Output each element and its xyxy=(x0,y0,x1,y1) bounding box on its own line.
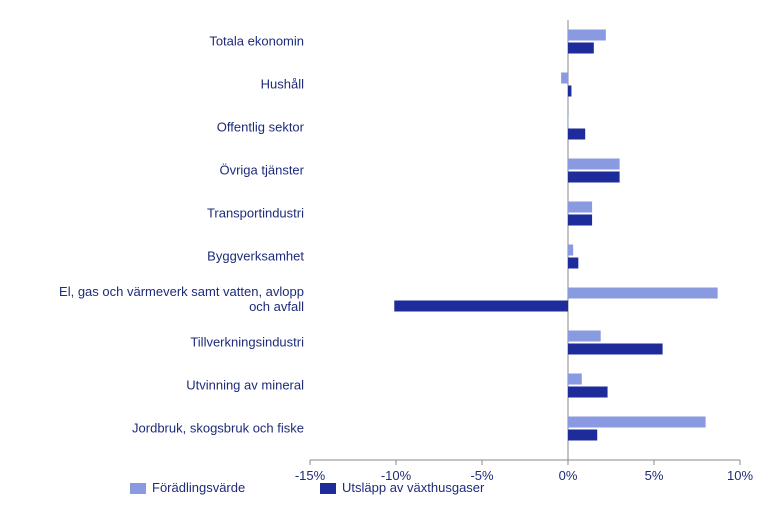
category-label: Jordbruk, skogsbruk och fiske xyxy=(132,421,304,436)
bar-utslapp xyxy=(568,344,663,355)
category-label: El, gas och värmeverk samt vatten, avlop… xyxy=(59,284,304,299)
x-tick-label: 0% xyxy=(559,468,578,483)
bar-foradlingsvarde xyxy=(568,331,601,342)
bar-utslapp xyxy=(394,301,568,312)
bar-utslapp xyxy=(568,258,578,269)
x-tick-label: 10% xyxy=(727,468,753,483)
bar-utslapp xyxy=(568,172,620,183)
category-label: Transportindustri xyxy=(207,206,304,221)
bar-foradlingsvarde xyxy=(568,116,569,127)
category-label: Övriga tjänster xyxy=(219,163,304,178)
category-label: Utvinning av mineral xyxy=(186,378,304,393)
bar-foradlingsvarde xyxy=(568,159,620,170)
bar-utslapp xyxy=(568,43,594,54)
x-tick-label: -15% xyxy=(295,468,326,483)
category-label: och avfall xyxy=(249,299,304,314)
bar-utslapp xyxy=(568,129,585,140)
bar-foradlingsvarde xyxy=(568,245,573,256)
legend-swatch xyxy=(130,483,146,494)
bar-foradlingsvarde xyxy=(568,202,592,213)
legend-swatch xyxy=(320,483,336,494)
bar-foradlingsvarde xyxy=(561,73,568,84)
category-label: Byggverksamhet xyxy=(207,249,304,264)
bar-utslapp xyxy=(568,215,592,226)
bar-utslapp xyxy=(568,387,608,398)
bar-foradlingsvarde xyxy=(568,374,582,385)
legend-label: Utsläpp av växthusgaser xyxy=(342,480,485,495)
bar-foradlingsvarde xyxy=(568,417,706,428)
category-label: Totala ekonomin xyxy=(209,34,304,49)
bar-foradlingsvarde xyxy=(568,288,718,299)
bar-utslapp xyxy=(568,430,597,441)
bar-chart: -15%-10%-5%0%5%10%Totala ekonominHushåll… xyxy=(0,0,757,510)
bar-foradlingsvarde xyxy=(568,30,606,41)
category-label: Offentlig sektor xyxy=(217,120,305,135)
chart-container: -15%-10%-5%0%5%10%Totala ekonominHushåll… xyxy=(0,0,757,510)
category-label: Hushåll xyxy=(261,77,304,92)
bar-utslapp xyxy=(568,86,571,97)
legend-label: Förädlingsvärde xyxy=(152,480,245,495)
x-tick-label: 5% xyxy=(645,468,664,483)
category-label: Tillverkningsindustri xyxy=(190,335,304,350)
